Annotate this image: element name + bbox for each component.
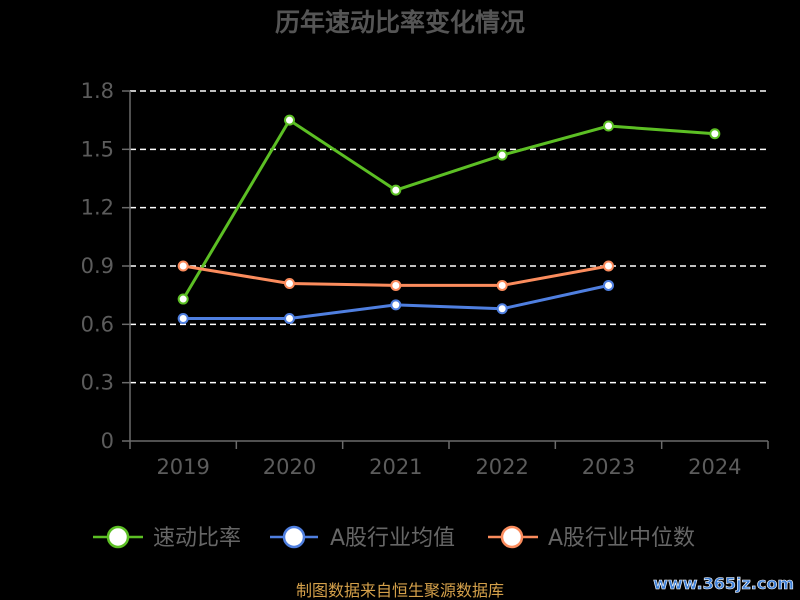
data-point[interactable] bbox=[177, 293, 189, 305]
chart-title: 历年速动比率变化情况 bbox=[275, 8, 525, 37]
x-tick-label: 2021 bbox=[369, 455, 422, 479]
y-tick-label: 1.8 bbox=[81, 79, 114, 103]
data-point[interactable] bbox=[177, 313, 189, 324]
y-tick-label: 0 bbox=[101, 429, 114, 453]
data-point[interactable] bbox=[390, 184, 402, 196]
data-point[interactable] bbox=[603, 260, 614, 272]
data-point[interactable] bbox=[496, 279, 508, 291]
data-point[interactable] bbox=[284, 313, 295, 324]
data-point[interactable] bbox=[496, 303, 508, 315]
legend-label: 速动比率 bbox=[153, 526, 241, 551]
legend-item-quick-ratio[interactable]: 速动比率 bbox=[93, 525, 241, 551]
data-point[interactable] bbox=[177, 260, 189, 272]
y-tick-label: 0.6 bbox=[81, 312, 114, 336]
y-tick-label: 1.2 bbox=[81, 196, 114, 220]
x-tick-label: 2020 bbox=[263, 455, 316, 479]
y-tick-label: 1.5 bbox=[81, 137, 114, 161]
legend: 速动比率 A股行业均值 A股行业中位数 bbox=[93, 525, 695, 551]
legend-marker-icon bbox=[106, 525, 130, 549]
data-point[interactable] bbox=[496, 149, 508, 161]
legend-item-industry-mean[interactable]: A股行业均值 bbox=[270, 525, 455, 551]
data-point[interactable] bbox=[603, 279, 614, 291]
axes: 0 0.3 0.6 0.9 1.2 1.5 1.8 2019 2020 2021 2022 2023 2… bbox=[81, 79, 769, 479]
data-point[interactable] bbox=[284, 114, 295, 126]
x-tick-label: 2022 bbox=[475, 455, 528, 479]
x-tick-label: 2023 bbox=[582, 455, 635, 479]
series-line-0 bbox=[181, 118, 715, 300]
legend-marker-icon bbox=[500, 525, 524, 549]
data-point[interactable] bbox=[709, 128, 721, 140]
legend-item-industry-median[interactable]: A股行业中位数 bbox=[488, 525, 695, 551]
y-tick-label: 0.9 bbox=[81, 254, 114, 278]
data-point[interactable] bbox=[390, 279, 402, 291]
legend-label: A股行业均值 bbox=[330, 526, 455, 551]
series bbox=[177, 114, 721, 324]
legend-marker-icon bbox=[282, 525, 306, 549]
y-tick-label: 0.3 bbox=[81, 371, 114, 395]
grid bbox=[130, 90, 768, 384]
watermark: www.365jz.com bbox=[653, 574, 794, 593]
data-point[interactable] bbox=[603, 120, 614, 132]
legend-label: A股行业中位数 bbox=[548, 526, 695, 551]
x-tick-label: 2024 bbox=[688, 455, 741, 479]
data-source-note: 制图数据来自恒生聚源数据库 bbox=[296, 581, 504, 600]
x-tick-label: 2019 bbox=[156, 455, 209, 479]
data-point[interactable] bbox=[284, 278, 295, 289]
data-point[interactable] bbox=[390, 299, 402, 311]
